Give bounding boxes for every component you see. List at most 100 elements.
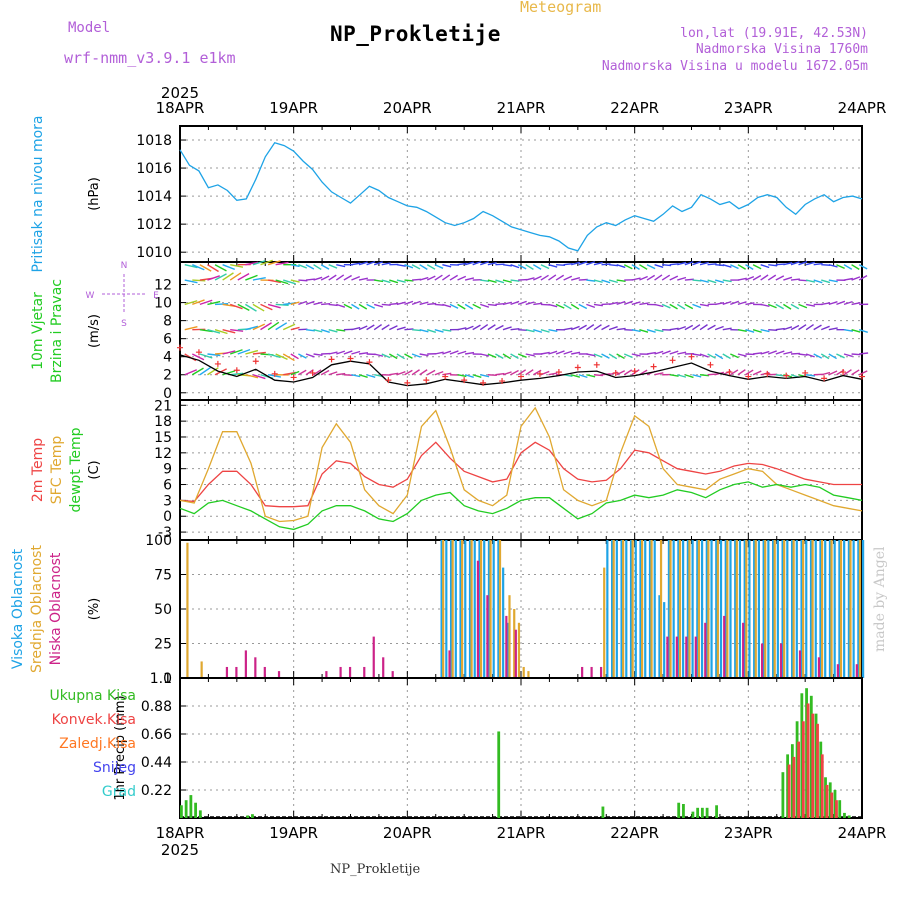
cloud-bar: [448, 650, 451, 678]
wind-gust-marker: [783, 372, 790, 379]
wind-barb: [828, 279, 838, 283]
x-tick-label-bottom: 22APR: [610, 824, 659, 842]
wind-barb: [783, 303, 792, 310]
precip-bar: [795, 721, 799, 818]
wind-barb: [616, 327, 626, 331]
model-value: wrf-nmm_v3.9.1 e1km: [64, 49, 236, 67]
wind-barb: [502, 326, 512, 331]
x-tick-label-top: 20APR: [383, 99, 432, 117]
wind-barb: [389, 302, 399, 306]
model-label: Model: [68, 20, 111, 36]
wind-barb: [745, 302, 755, 306]
cloud-bar: [502, 567, 505, 678]
wind-barb: [290, 370, 300, 376]
precip-bar: [824, 777, 827, 818]
x-tick-label-top: 18APR: [156, 99, 205, 117]
wind-barb: [692, 324, 701, 331]
cloud-bar: [772, 540, 775, 678]
wind-barb: [775, 275, 785, 281]
wind-barb: [313, 301, 323, 306]
cloud-bar: [527, 671, 530, 678]
wind-barb: [699, 303, 710, 307]
cloud-bar: [798, 650, 802, 678]
cloud-ytick-label: 75: [154, 568, 172, 584]
wind-barb: [472, 324, 481, 331]
wind-barb: [283, 279, 296, 285]
wind-barb: [230, 328, 244, 332]
wind-unit-label: (m/s): [87, 314, 102, 348]
cloud-bar: [339, 666, 342, 678]
wind-barb: [790, 352, 800, 355]
wind-barb: [843, 369, 852, 376]
wind-barb: [351, 262, 361, 266]
wind-barb: [767, 303, 777, 309]
wind-gust-marker: [385, 377, 392, 384]
cloud-bar: [620, 540, 623, 678]
cloud-bar: [625, 540, 628, 678]
wind-barb: [631, 353, 641, 357]
wind-gust-marker: [309, 369, 316, 376]
wind-gust-marker: [555, 369, 562, 376]
wind-barb: [199, 353, 213, 359]
wind-barb: [510, 264, 520, 269]
wind-barb: [283, 371, 297, 376]
wind-barb: [320, 275, 330, 281]
wind-barb: [381, 353, 391, 359]
precip-bar: [715, 805, 718, 818]
rose-west-label: W: [86, 291, 95, 301]
precip-bar: [781, 772, 785, 818]
wind-barb: [586, 303, 596, 309]
wind-barb: [585, 324, 595, 331]
wind-barb: [275, 261, 289, 266]
wind-barb: [699, 353, 709, 358]
wind-gust-marker: [669, 357, 676, 364]
wind-barb: [502, 264, 513, 267]
wind-barb: [828, 327, 838, 331]
cloud-bar: [200, 661, 203, 678]
cloud-bar: [363, 666, 366, 678]
cloud-bar: [606, 540, 609, 678]
wind-barb: [472, 260, 482, 266]
wind-barb: [245, 374, 259, 379]
wind-barb: [858, 370, 868, 376]
cloud-bar: [754, 540, 757, 678]
x-tick-label-bottom: 20APR: [383, 824, 432, 842]
wind-barb: [487, 303, 497, 307]
precip-ytick-label: 1.1: [150, 671, 172, 687]
rose-east-label: E: [153, 291, 159, 301]
cloud-bar: [468, 540, 472, 678]
cloud-bar: [254, 657, 257, 678]
precip-bar: [180, 805, 183, 818]
wind-barb: [404, 279, 414, 282]
wind-barb: [502, 301, 512, 306]
wind-barb: [192, 299, 205, 306]
cloud-bar: [817, 657, 821, 678]
temp-axis-label: dewpt Temp: [68, 427, 84, 512]
wind-barb: [267, 260, 281, 266]
precip-legend-label: Snijeg: [93, 760, 136, 776]
cloud-axis-label: Visoka Oblacnost: [10, 548, 26, 669]
wind-barb: [533, 302, 543, 306]
wind-barb: [381, 303, 391, 306]
wind-barb: [586, 374, 596, 378]
x-tick-label-bottom: 18APR: [156, 824, 205, 842]
wind-barb: [820, 353, 830, 360]
wind-barb: [464, 374, 474, 378]
wind-barb: [245, 261, 259, 266]
x-tick-label-top: 24APR: [838, 99, 887, 117]
wind-barb: [692, 303, 702, 309]
wind-barb: [275, 322, 288, 331]
cloud-bar: [696, 540, 699, 678]
precip-bar: [787, 764, 791, 818]
wind-barb: [252, 351, 266, 355]
cloud-bar: [691, 540, 694, 678]
wind-barb: [366, 303, 376, 309]
cloud-bar: [610, 540, 614, 678]
wind-barb: [813, 353, 823, 359]
rose-north-label: N: [121, 261, 128, 271]
wind-barb: [843, 300, 853, 306]
wind-barb: [616, 353, 625, 360]
wind-barb: [275, 279, 289, 285]
cloud-bar: [855, 664, 858, 678]
wind-barb: [654, 328, 664, 333]
